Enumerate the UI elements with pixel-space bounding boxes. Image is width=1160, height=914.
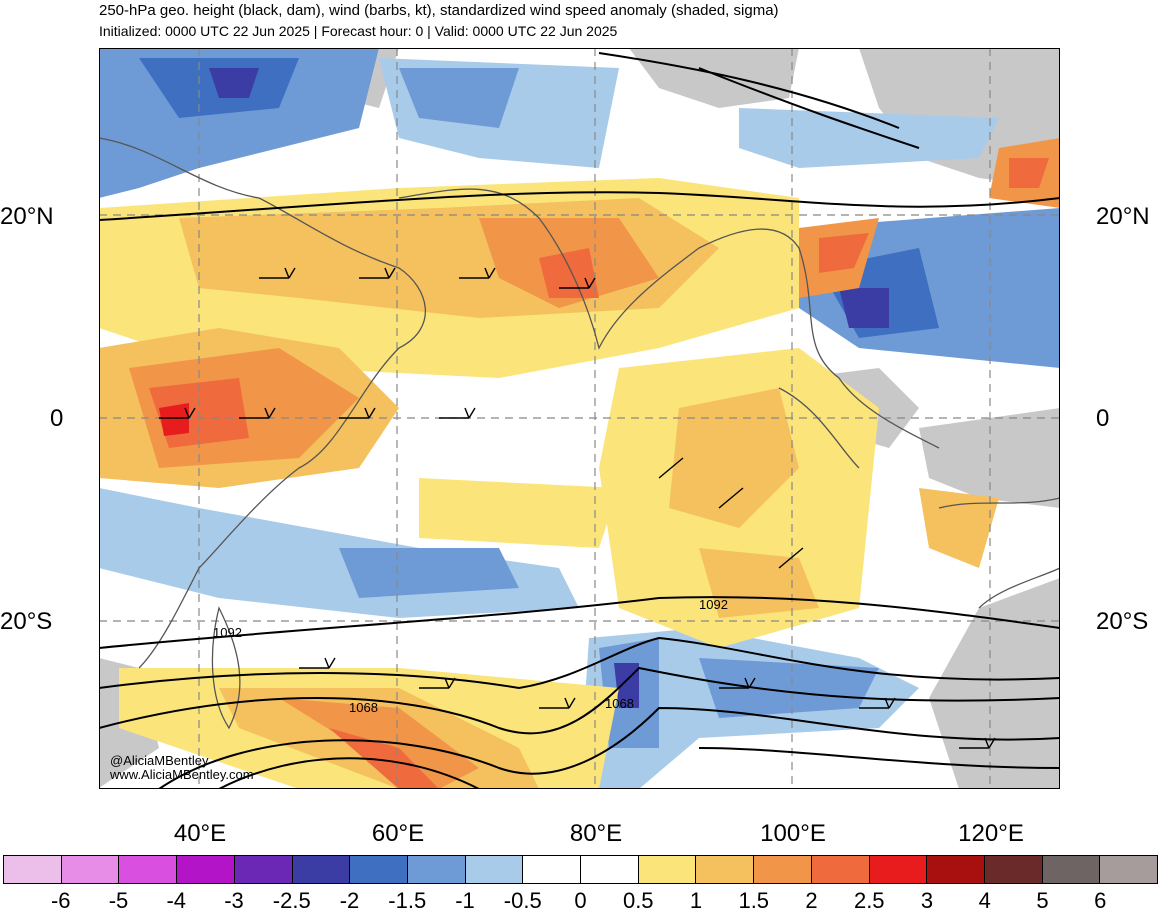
- wind-barbs: [159, 267, 996, 749]
- coastlines: [99, 137, 1060, 730]
- colorbar-tick-label: 1.5: [738, 888, 770, 913]
- lat-label-left: 20°S: [0, 608, 53, 635]
- colorbar-tick-label: -2: [339, 888, 360, 913]
- colorbar-tick-label: 4: [978, 888, 991, 913]
- colorbar-cell: [292, 856, 351, 883]
- lon-label: 80°E: [569, 820, 623, 847]
- colorbar-tick-label: -3: [224, 888, 244, 913]
- colorbar-cell: [696, 856, 755, 883]
- map-canvas: [99, 48, 1060, 789]
- watermark-url: www.AliciaMBentley.com: [110, 767, 254, 782]
- contour-label: 1068: [605, 696, 634, 711]
- weather-map: 1092 1092 1068 1068: [99, 48, 1060, 789]
- colorbar-tick-label: 6: [1094, 888, 1107, 913]
- colorbar-cell: [1100, 856, 1158, 883]
- map-title: 250-hPa geo. height (black, dam), wind (…: [99, 2, 779, 19]
- colorbar-tick-label: 5: [1036, 888, 1049, 913]
- colorbar-tick-label: -6: [50, 888, 71, 913]
- colorbar-tick-label: 0: [574, 888, 587, 913]
- colorbar-cell: [4, 856, 62, 883]
- colorbar-cell: [638, 856, 697, 883]
- lat-label-left: 20°N: [0, 203, 54, 230]
- colorbar-cell: [869, 856, 928, 883]
- colorbar-cell: [465, 856, 524, 883]
- lat-label-right: 0: [1096, 405, 1110, 432]
- colorbar-cell: [119, 856, 178, 883]
- colorbar-cell: [811, 856, 870, 883]
- colorbar-cell: [350, 856, 408, 883]
- map-subtitle: Initialized: 0000 UTC 22 Jun 2025 | Fore…: [99, 23, 618, 39]
- colorbar-tick-label: -1: [455, 888, 475, 913]
- colorbar-tick-label: -2.5: [272, 888, 311, 913]
- colorbar-cell: [234, 856, 293, 883]
- lon-label: 60°E: [371, 820, 425, 847]
- lon-label: 120°E: [958, 820, 1024, 847]
- colorbar-cell: [984, 856, 1043, 883]
- lat-label-right: 20°N: [1096, 203, 1150, 230]
- lon-label: 40°E: [173, 820, 227, 847]
- contour-label: 1068: [349, 700, 378, 715]
- lon-label: 100°E: [760, 820, 826, 847]
- colorbar-cell: [1042, 856, 1101, 883]
- graticule: [99, 48, 1060, 789]
- lat-label-left: 0: [50, 405, 64, 432]
- colorbar-cell: [927, 856, 985, 883]
- contour-label: 1092: [699, 597, 728, 612]
- colorbar-tick-label: -5: [108, 888, 129, 913]
- colorbar-tick-label: 0.5: [622, 888, 654, 913]
- colorbar-tick-label: 2.5: [853, 888, 885, 913]
- colorbar-cell: [407, 856, 466, 883]
- watermark-handle: @AliciaMBentley: [110, 753, 209, 768]
- colorbar-cell: [61, 856, 120, 883]
- colorbar-tick-label: -4: [166, 888, 187, 913]
- height-contours: [99, 52, 1060, 789]
- colorbar-tick-label: -1.5: [388, 888, 427, 913]
- colorbar-tick-label: -0.5: [503, 888, 542, 913]
- colorbar-cell: [523, 856, 582, 883]
- colorbar-tick-label: 3: [920, 888, 934, 913]
- contour-label: 1092: [213, 625, 242, 640]
- lat-label-right: 20°S: [1096, 608, 1149, 635]
- colorbar-tick-label: 1: [689, 888, 703, 913]
- colorbar-tick-label: 2: [805, 888, 818, 913]
- colorbar: [3, 855, 1158, 884]
- colorbar-cell: [581, 856, 639, 883]
- colorbar-cell: [754, 856, 812, 883]
- colorbar-cell: [177, 856, 235, 883]
